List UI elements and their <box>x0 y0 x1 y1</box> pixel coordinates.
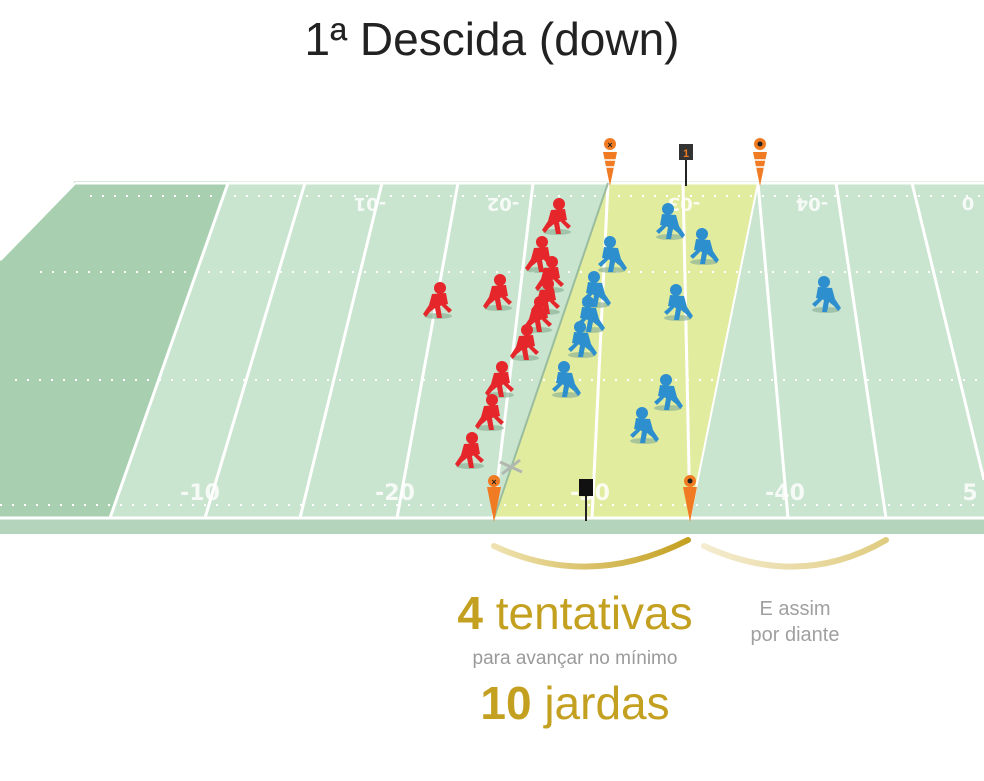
line-of-scrimmage <box>493 182 609 519</box>
next-series-arc <box>701 537 889 570</box>
first-down-pylon-top <box>753 138 767 186</box>
first-down-pylon-bottom <box>683 475 697 522</box>
down-marker-bottom <box>579 479 593 521</box>
yard-numbers-top: -01 -02 -03 -04 0 <box>354 193 975 215</box>
attempts-number: 4 <box>457 587 483 639</box>
end-zone <box>0 181 228 518</box>
yard-number-top: -03 <box>668 193 701 214</box>
and-so-on-caption: E assim por diante <box>720 596 870 648</box>
yards-number: 10 <box>480 677 532 729</box>
yard-number-bottom: -40 <box>765 481 805 506</box>
yard-lines <box>108 182 984 519</box>
first-down-zone <box>494 183 758 518</box>
svg-text:×: × <box>491 477 496 487</box>
field-edge <box>0 518 984 534</box>
ball-spot-mark <box>499 458 523 476</box>
yard-number-top: -01 <box>354 193 387 214</box>
ten-yard-arc <box>491 537 691 570</box>
yards-word: jardas <box>544 677 670 729</box>
and-so-on-line2: por diante <box>750 624 840 646</box>
yard-number-bottom: -10 <box>180 481 220 506</box>
yard-number-bottom: 5 <box>962 481 977 506</box>
and-so-on-line1: E assim <box>759 598 831 620</box>
yards-caption: 10 jardas <box>420 676 730 730</box>
yard-number-top: -04 <box>796 193 829 214</box>
yard-number-top: 0 <box>962 194 975 215</box>
yard-number-bottom: -20 <box>375 481 415 506</box>
line-of-scrimmage-pylon-top: × <box>603 138 617 186</box>
first-down-line <box>689 182 759 519</box>
attempts-word: tentativas <box>495 587 693 639</box>
down-number: 1 <box>683 148 689 160</box>
page-title: 1ª Descida (down) <box>304 13 680 65</box>
attempts-caption: 4 tentativas <box>420 586 730 640</box>
line-of-scrimmage-pylon-bottom: × <box>487 475 501 522</box>
yard-number-top: -02 <box>487 193 520 214</box>
svg-text:×: × <box>607 140 612 150</box>
advance-caption: para avançar no mínimo <box>472 648 678 669</box>
down-marker-top: 1 <box>679 144 693 186</box>
